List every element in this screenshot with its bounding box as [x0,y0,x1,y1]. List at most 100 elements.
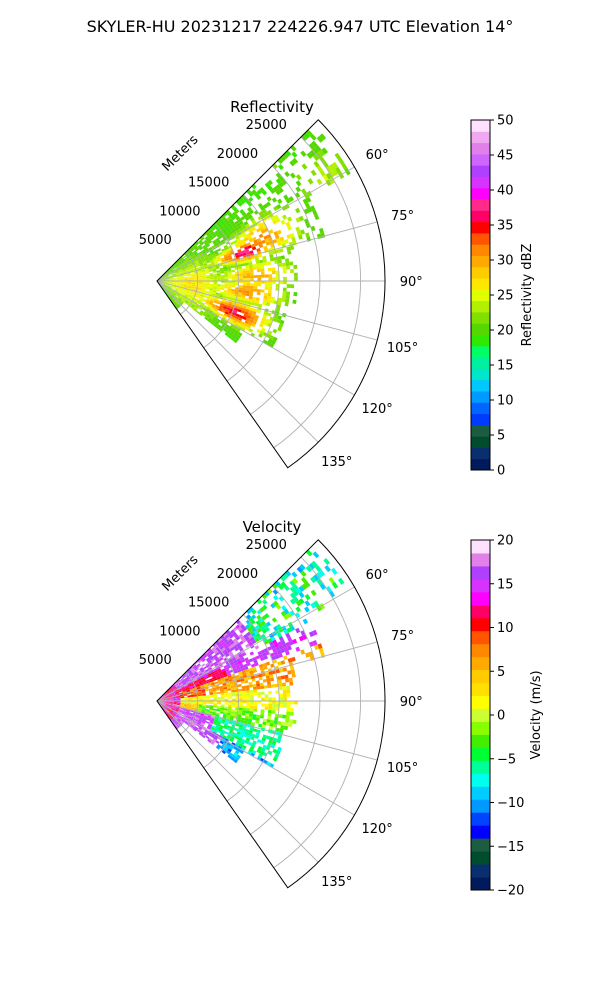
data-cell [238,673,244,678]
data-cell [208,709,213,712]
data-cell [278,714,283,719]
data-cell [195,303,200,307]
data-cell [254,242,259,247]
data-cell [214,314,219,319]
data-cell [234,315,239,320]
data-cell [184,713,189,716]
data-cell [254,637,260,643]
data-cell [269,677,275,682]
data-cell [259,323,264,328]
data-cell [295,180,302,187]
data-cell [299,563,306,571]
data-cell [187,295,192,299]
data-cell [260,268,265,272]
radial-tick-label: 25000 [246,118,287,133]
data-cell [245,308,250,313]
data-cell [225,233,230,238]
data-cell [161,703,166,705]
data-cell [191,283,196,286]
data-cell [201,692,206,695]
data-cell [266,719,271,723]
data-cell [171,685,176,689]
data-cell [234,647,239,652]
data-cell [225,629,231,635]
data-cell [242,698,247,701]
data-cell [277,721,282,726]
data-cell [189,268,194,271]
data-cell [215,651,220,656]
data-cell [283,725,289,731]
data-cell [316,578,323,586]
data-cell [219,687,224,691]
data-cell [182,261,187,265]
data-cell [285,295,290,300]
data-cell [171,691,175,694]
data-cell [205,284,210,287]
data-cell [166,713,170,717]
data-cell [176,286,180,289]
data-cell [234,640,239,645]
data-cell [198,672,203,676]
data-cell [176,679,181,683]
data-cell [234,220,239,225]
data-cell [270,216,276,222]
data-cell [197,728,202,732]
data-cell [165,701,170,703]
data-cell [270,296,275,301]
data-cell [198,732,203,736]
data-cell [203,673,208,677]
data-cell [228,284,232,288]
data-cell [171,691,175,694]
data-cell [216,233,222,238]
sector-outline [156,539,386,889]
data-cell [213,669,218,674]
data-cell [197,671,202,675]
data-cell [230,204,236,210]
data-cell [209,661,214,666]
data-cell [178,270,183,273]
data-cell [212,290,217,293]
data-cell [201,269,206,272]
grid-ring [273,556,361,869]
data-cell [179,716,183,719]
data-cell [183,296,187,300]
data-cell [209,225,215,230]
data-cell [248,616,254,622]
data-cell [169,697,174,699]
data-cell [314,145,322,152]
data-cell [257,202,263,208]
data-cell [164,704,169,707]
data-cell [236,718,241,723]
data-cell [200,264,204,268]
data-cell [191,276,196,278]
data-cell [175,706,180,709]
data-cell [173,711,178,714]
data-cell [200,713,205,716]
data-cell [208,660,213,664]
data-cell [240,730,246,734]
data-cell [175,305,179,310]
data-cell [173,722,177,726]
data-cell [258,723,263,728]
data-cell [195,683,200,686]
data-cell [224,231,229,236]
data-cell [209,277,214,280]
data-cell [161,284,165,287]
data-cell [166,690,171,694]
data-cell [220,675,225,679]
data-cell [161,284,165,287]
data-cell [227,305,232,309]
data-cell [198,725,203,729]
data-cell [261,615,267,621]
data-cell [230,336,235,341]
data-cell [227,229,232,234]
data-cell [184,301,188,305]
data-cell [165,704,169,707]
data-cell [212,239,217,244]
data-cell [290,707,295,713]
data-cell [233,239,238,244]
data-cell [178,296,183,300]
data-cell [300,649,306,655]
data-cell [169,278,174,280]
data-cell [190,693,195,696]
